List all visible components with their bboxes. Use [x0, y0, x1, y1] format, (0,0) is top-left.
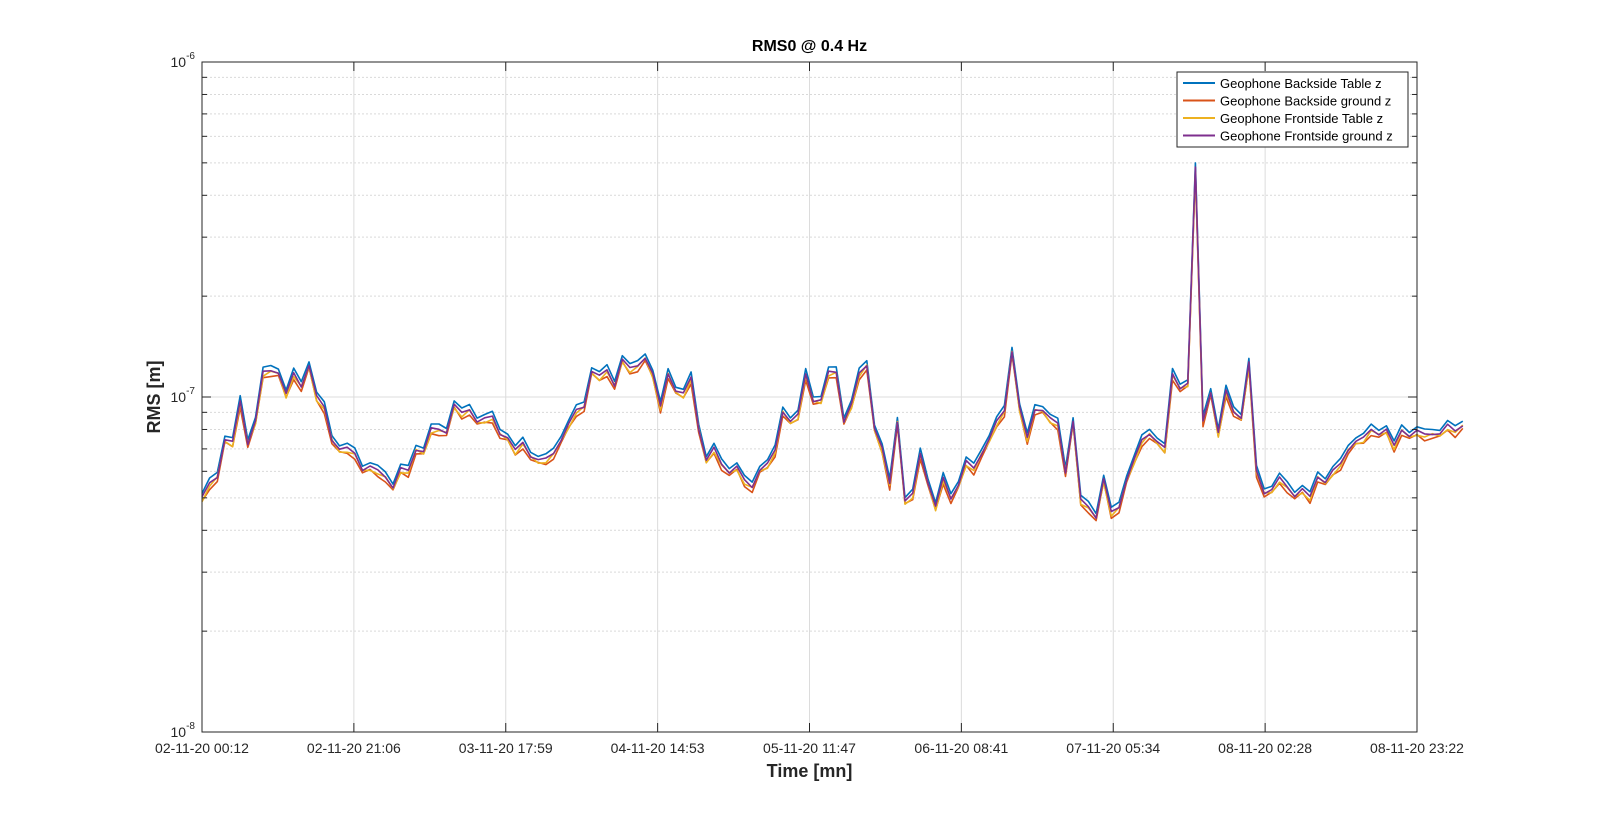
x-axis-label: Time [mn] — [767, 761, 853, 781]
chart-title: RMS0 @ 0.4 Hz — [752, 38, 867, 55]
y-tick-label: 10-8 — [171, 721, 196, 740]
x-tick-label: 06-11-20 08:41 — [914, 740, 1008, 756]
legend: Geophone Backside Table z Geophone Backsi… — [1176, 71, 1409, 148]
series-lines — [201, 162, 1464, 522]
axis-ticks — [201, 61, 1418, 733]
x-tick-label: 04-11-20 14:53 — [611, 740, 705, 756]
x-tick-label: 02-11-20 00:12 — [155, 740, 249, 756]
plot-area: 02-11-20 00:12 02-11-20 21:06 03-11-20 17:… — [155, 51, 1464, 756]
x-tick-label: 03-11-20 17:59 — [459, 740, 553, 756]
legend-entry: Geophone Backside ground z — [1220, 94, 1391, 109]
series-line-4 — [201, 166, 1464, 520]
legend-frame — [1176, 71, 1409, 148]
y-axis-label: RMS [m] — [144, 361, 164, 434]
y-tick-labels: 10-8 10-7 10-6 — [171, 51, 196, 740]
legend-entry: Geophone Frontside ground z — [1220, 129, 1393, 144]
x-tick-label: 08-11-20 23:22 — [1370, 740, 1464, 756]
legend-entry: Geophone Backside Table z — [1220, 76, 1382, 91]
legend-entry: Geophone Frontside Table z — [1220, 111, 1383, 126]
x-tick-label: 08-11-20 02:28 — [1218, 740, 1312, 756]
x-tick-labels: 02-11-20 00:12 02-11-20 21:06 03-11-20 17:… — [155, 740, 1464, 756]
x-tick-label: 02-11-20 21:06 — [307, 740, 401, 756]
x-tick-label: 05-11-20 11:47 — [763, 740, 856, 756]
x-tick-label: 07-11-20 05:34 — [1066, 740, 1160, 756]
y-tick-label: 10-6 — [171, 51, 196, 70]
y-tick-label: 10-7 — [171, 386, 196, 405]
